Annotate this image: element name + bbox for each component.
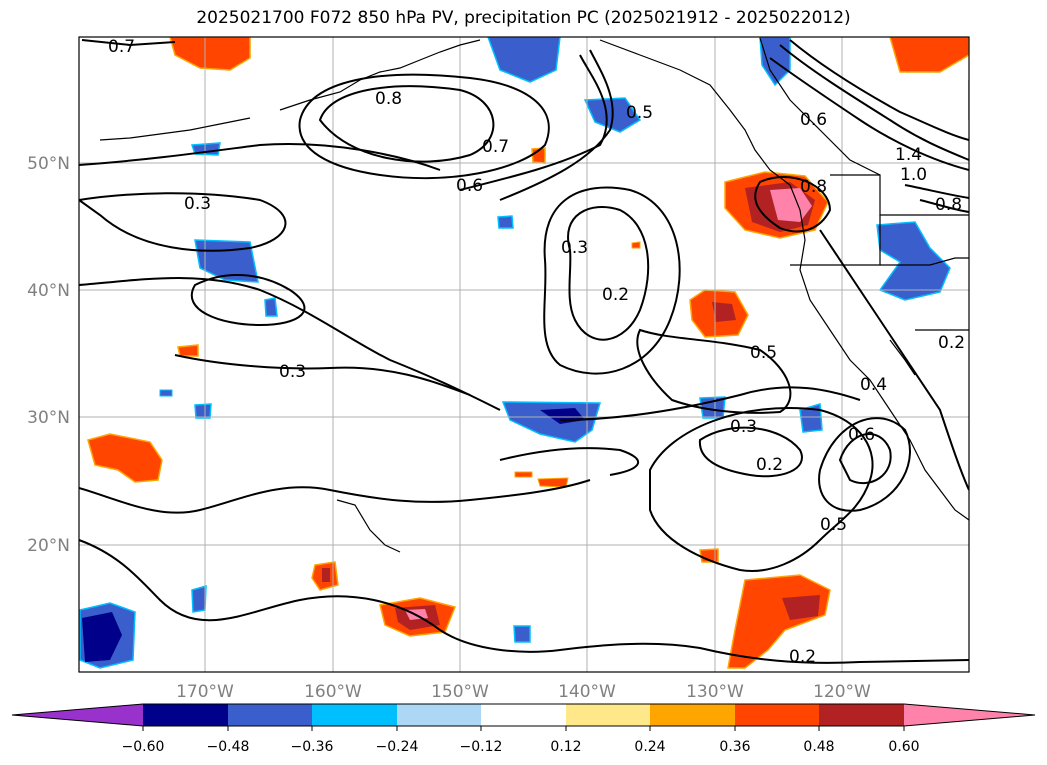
lon-label: 130°W — [686, 682, 744, 702]
shade-neg — [191, 584, 207, 613]
lat-label: 30°N — [27, 408, 70, 428]
colorbar-tick-label: 0.48 — [803, 739, 834, 755]
contour-label: 0.3 — [730, 417, 757, 437]
colorbar-tick-label: −0.36 — [291, 739, 334, 755]
shade-neg — [876, 221, 951, 301]
lat-label: 40°N — [27, 281, 70, 301]
contour-label: 0.5 — [750, 343, 777, 363]
contour-label: 0.3 — [279, 362, 306, 382]
colorbar-segment — [735, 704, 819, 726]
shade-pos — [322, 568, 330, 582]
gridlines — [79, 37, 969, 672]
shade-pos — [537, 477, 569, 488]
shade-neg — [264, 297, 278, 317]
contour-labels: 0.7 0.8 0.7 0.6 0.5 0.3 0.3 0.2 0.3 0.5 … — [108, 37, 965, 667]
colorbar-segment — [312, 704, 397, 726]
colorbar-segment — [481, 704, 566, 726]
map-area — [79, 37, 969, 672]
contour-label: 0.5 — [626, 103, 653, 123]
colorbar-extend-left — [12, 704, 143, 726]
shade-neg — [799, 403, 823, 433]
lon-label: 140°W — [558, 682, 616, 702]
contour-label: 0.7 — [108, 37, 135, 57]
colorbar-ticks — [142, 726, 905, 731]
colorbar-tick-label: −0.24 — [376, 739, 419, 755]
shade-pos — [889, 37, 969, 73]
contour-label: 0.2 — [602, 285, 629, 305]
contour-label: 0.7 — [482, 137, 509, 157]
lon-label: 170°W — [176, 682, 234, 702]
contour-label: 0.5 — [820, 515, 847, 535]
colorbar-segment — [819, 704, 904, 726]
contour-label: 0.2 — [756, 455, 783, 475]
colorbar-tick-label: 0.12 — [550, 739, 581, 755]
shade-neg — [497, 215, 514, 229]
colorbar-tick-label: −0.12 — [460, 739, 503, 755]
colorbar-segment — [566, 704, 650, 726]
colorbar-segment — [397, 704, 481, 726]
map-frame — [78, 36, 970, 673]
colorbar-segment — [143, 704, 228, 726]
shade-pos — [514, 471, 533, 478]
colorbar-tick-label: −0.60 — [122, 739, 165, 755]
lon-label: 120°W — [813, 682, 871, 702]
shade-neg — [487, 37, 561, 83]
contour-label: 0.8 — [935, 195, 962, 215]
shade-pos — [177, 344, 199, 357]
contour-label: 0.3 — [184, 194, 211, 214]
colorbar: −0.60 −0.48 −0.36 −0.24 −0.12 0.12 0.24 … — [11, 703, 1036, 755]
coastlines — [99, 37, 969, 553]
contour-label: 0.6 — [848, 425, 875, 445]
precip-shading — [79, 37, 969, 669]
lon-label: 150°W — [431, 682, 489, 702]
shade-pos — [712, 302, 736, 322]
shade-neg — [513, 625, 531, 643]
contour-label: 0.4 — [860, 375, 887, 395]
lon-label: 160°W — [304, 682, 362, 702]
shade-pos — [169, 37, 251, 71]
colorbar-extend-right — [904, 704, 1035, 726]
contour-label: 0.6 — [456, 176, 483, 196]
contour-label: 0.8 — [800, 177, 827, 197]
shade-pos — [87, 433, 163, 483]
colorbar-segment — [650, 704, 735, 726]
contour-label: 0.2 — [789, 647, 816, 667]
figure-title: 2025021700 F072 850 hPa PV, precipitatio… — [196, 8, 851, 28]
colorbar-tick-label: 0.24 — [634, 739, 665, 755]
lat-labels: 50°N 40°N 30°N 20°N — [27, 154, 70, 556]
contour-label: 0.6 — [800, 110, 827, 130]
contour-label: 1.4 — [895, 145, 922, 165]
contour-label: 0.2 — [938, 333, 965, 353]
shade-neg — [159, 389, 173, 397]
contour-label: 1.0 — [900, 165, 927, 185]
colorbar-segment — [228, 704, 312, 726]
lon-labels: 170°W 160°W 150°W 140°W 130°W 120°W — [176, 682, 871, 702]
shade-neg — [194, 403, 212, 419]
contour-label: 0.3 — [561, 238, 588, 258]
shade-neg — [82, 612, 122, 662]
contour-label: 0.8 — [375, 89, 402, 109]
colorbar-tick-label: −0.48 — [207, 739, 250, 755]
colorbar-tick-label: 0.36 — [719, 739, 750, 755]
lat-label: 20°N — [27, 536, 70, 556]
shade-pos — [782, 595, 820, 620]
colorbar-tick-label: 0.60 — [888, 739, 919, 755]
lat-label: 50°N — [27, 154, 70, 174]
shade-pos — [770, 188, 812, 222]
shade-pos — [631, 241, 641, 249]
pv-contours — [79, 39, 969, 664]
